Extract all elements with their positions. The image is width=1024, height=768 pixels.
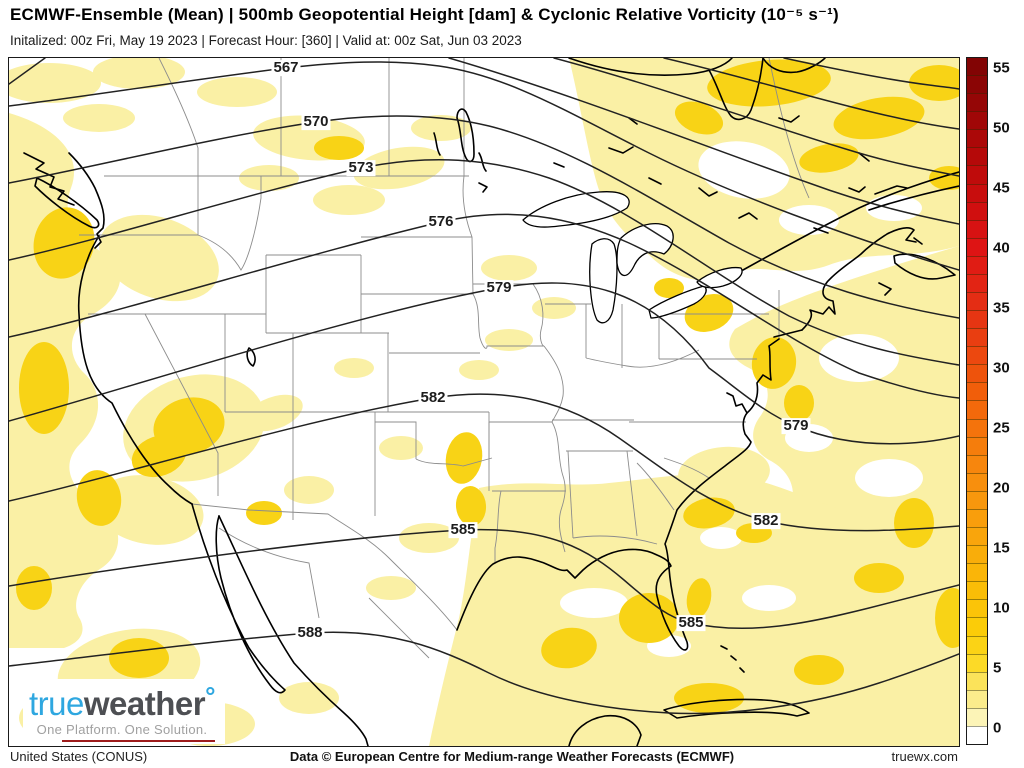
- colorbar-tick: 40: [993, 239, 1010, 257]
- colorbar-segment: [967, 111, 987, 130]
- coastline-layer: [23, 58, 959, 746]
- colorbar-segment: [967, 201, 987, 220]
- colorbar-segment: [967, 472, 987, 491]
- colorbar-segment: [967, 292, 987, 311]
- colorbar-segment: [967, 725, 987, 744]
- colorbar-segment: [967, 219, 987, 238]
- colorbar-segment: [967, 436, 987, 455]
- map-title: ECMWF-Ensemble (Mean) | 500mb Geopotenti…: [10, 5, 839, 24]
- contour-label: 567: [271, 59, 301, 77]
- contour-label: 582: [751, 512, 781, 530]
- colorbar-segment: [967, 310, 987, 329]
- colorbar-tick: 20: [993, 479, 1010, 497]
- colorbar-segment: [967, 689, 987, 708]
- colorbar-segment: [967, 671, 987, 690]
- colorbar-tick: 50: [993, 119, 1010, 137]
- footer-region-label: United States (CONUS): [10, 749, 148, 764]
- colorbar-segment: [967, 346, 987, 365]
- logo-red-rule: [62, 740, 215, 742]
- colorbar-segment: [967, 545, 987, 564]
- colorbar-segment: [967, 183, 987, 202]
- contour-label: 573: [346, 159, 376, 177]
- colorbar-tick: 25: [993, 419, 1010, 437]
- colorbar-tick: 45: [993, 179, 1010, 197]
- colorbar-tick: 5: [993, 659, 1002, 677]
- colorbar-segment: [967, 653, 987, 672]
- init-forecast-valid-line: Initalized: 00z Fri, May 19 2023 | Forec…: [10, 33, 522, 48]
- logo-true-text: true: [29, 685, 84, 722]
- colorbar-segment: [967, 273, 987, 293]
- colorbar-segment: [967, 165, 987, 184]
- colorbar-tick: 10: [993, 599, 1010, 617]
- contour-label: 585: [676, 614, 706, 632]
- colorbar-segment: [967, 328, 987, 347]
- colorbar-segment: [967, 563, 987, 582]
- footer-site-link: truewx.com: [891, 749, 958, 764]
- colorbar-tick: 55: [993, 59, 1010, 77]
- contour-label: 585: [448, 521, 478, 539]
- colorbar-segment: [967, 129, 987, 148]
- contour-label: 588: [295, 624, 325, 642]
- colorbar-segment: [967, 75, 987, 94]
- colorbar-tick: 0: [993, 719, 1002, 737]
- colorbar-tick: 15: [993, 539, 1010, 557]
- colorbar-segment: [967, 454, 987, 473]
- logo-degree-icon: °: [205, 681, 215, 711]
- contour-label: 576: [426, 213, 456, 231]
- logo-weather-text: weather: [83, 685, 206, 722]
- contour-label: 579: [781, 417, 811, 435]
- vorticity-shading-holes: [560, 141, 923, 657]
- state-borders-layer: [79, 58, 810, 659]
- trueweather-logo: trueweather° One Platform. One Solution.: [23, 679, 225, 744]
- logo-wordmark: trueweather°: [29, 683, 215, 720]
- colorbar-segment: [967, 635, 987, 654]
- colorbar-segment: [967, 707, 987, 726]
- map-graphic: [9, 58, 959, 746]
- colorbar-segment: [967, 93, 987, 112]
- contour-label: 582: [418, 389, 448, 407]
- contour-label: 570: [301, 113, 331, 131]
- colorbar-segment: [967, 418, 987, 437]
- colorbar-segment: [967, 58, 987, 76]
- colorbar-segment: [967, 400, 987, 419]
- weather-map: trueweather° One Platform. One Solution.…: [8, 57, 960, 747]
- colorbar-segment: [967, 364, 987, 383]
- colorbar-segment: [967, 581, 987, 600]
- colorbar-segment: [967, 599, 987, 618]
- colorbar-segment: [967, 147, 987, 166]
- colorbar-segment: [967, 617, 987, 636]
- colorbar-segment: [967, 508, 987, 528]
- vorticity-colorbar: [966, 57, 988, 745]
- footer-data-credit: Data © European Centre for Medium-range …: [289, 749, 735, 764]
- colorbar-tick-labels: 55 50 45 40 35 30 25 20 15 10 5 0: [993, 57, 1023, 745]
- colorbar-segment: [967, 255, 987, 274]
- height-contours-layer: [9, 58, 959, 715]
- colorbar-tick: 30: [993, 359, 1010, 377]
- colorbar-segment: [967, 527, 987, 546]
- colorbar-segment: [967, 382, 987, 401]
- colorbar-tick: 35: [993, 299, 1010, 317]
- contour-label: 579: [484, 279, 514, 297]
- colorbar-segment: [967, 490, 987, 509]
- logo-tagline: One Platform. One Solution.: [36, 722, 208, 737]
- colorbar-segment: [967, 237, 987, 256]
